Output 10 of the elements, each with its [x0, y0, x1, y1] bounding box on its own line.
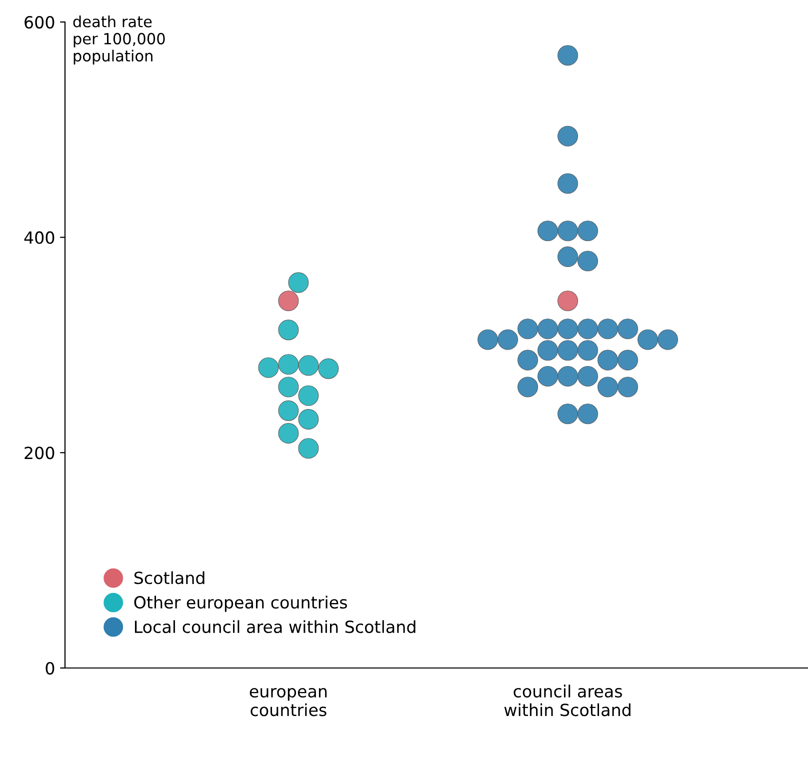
- y-tick-label: 400: [24, 231, 54, 244]
- x-tick-label: european countries: [250, 688, 327, 716]
- legend-label: Scotland: [134, 571, 204, 584]
- legend-label: Local council area within Scotland: [134, 620, 416, 634]
- x-tick-label: council areas within Scotland: [504, 684, 630, 716]
- y-axis-title: death rate per 100,000 population: [73, 16, 165, 65]
- legend-label: Other european countries: [134, 596, 347, 612]
- y-tick-label: 0: [46, 662, 54, 675]
- y-tick-label: 200: [24, 446, 54, 460]
- y-tick-label: 600: [24, 16, 54, 29]
